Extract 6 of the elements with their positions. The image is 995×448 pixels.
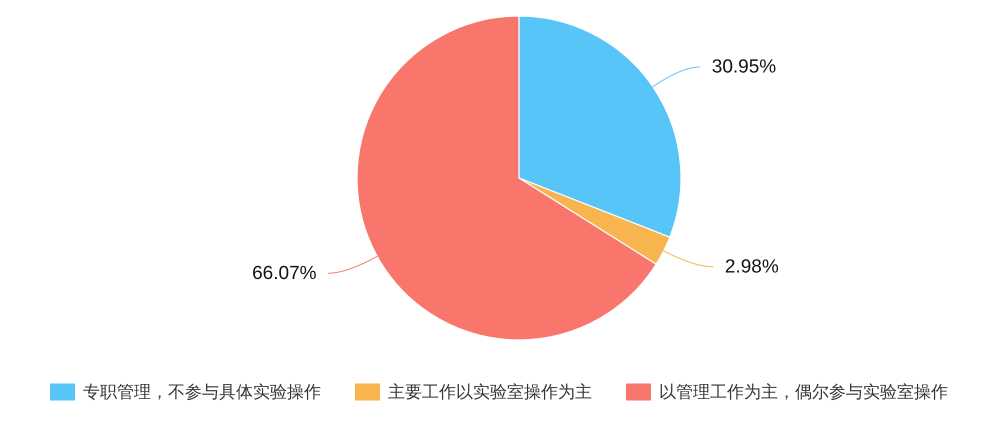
data-label: 66.07% <box>252 262 317 284</box>
legend-label: 主要工作以实验室操作为主 <box>388 382 592 402</box>
data-label: 30.95% <box>712 56 776 78</box>
legend-label: 专职管理，不参与具体实验操作 <box>83 382 321 402</box>
data-label: 2.98% <box>724 256 779 278</box>
legend-label: 以管理工作为主，偶尔参与实验室操作 <box>659 382 948 402</box>
